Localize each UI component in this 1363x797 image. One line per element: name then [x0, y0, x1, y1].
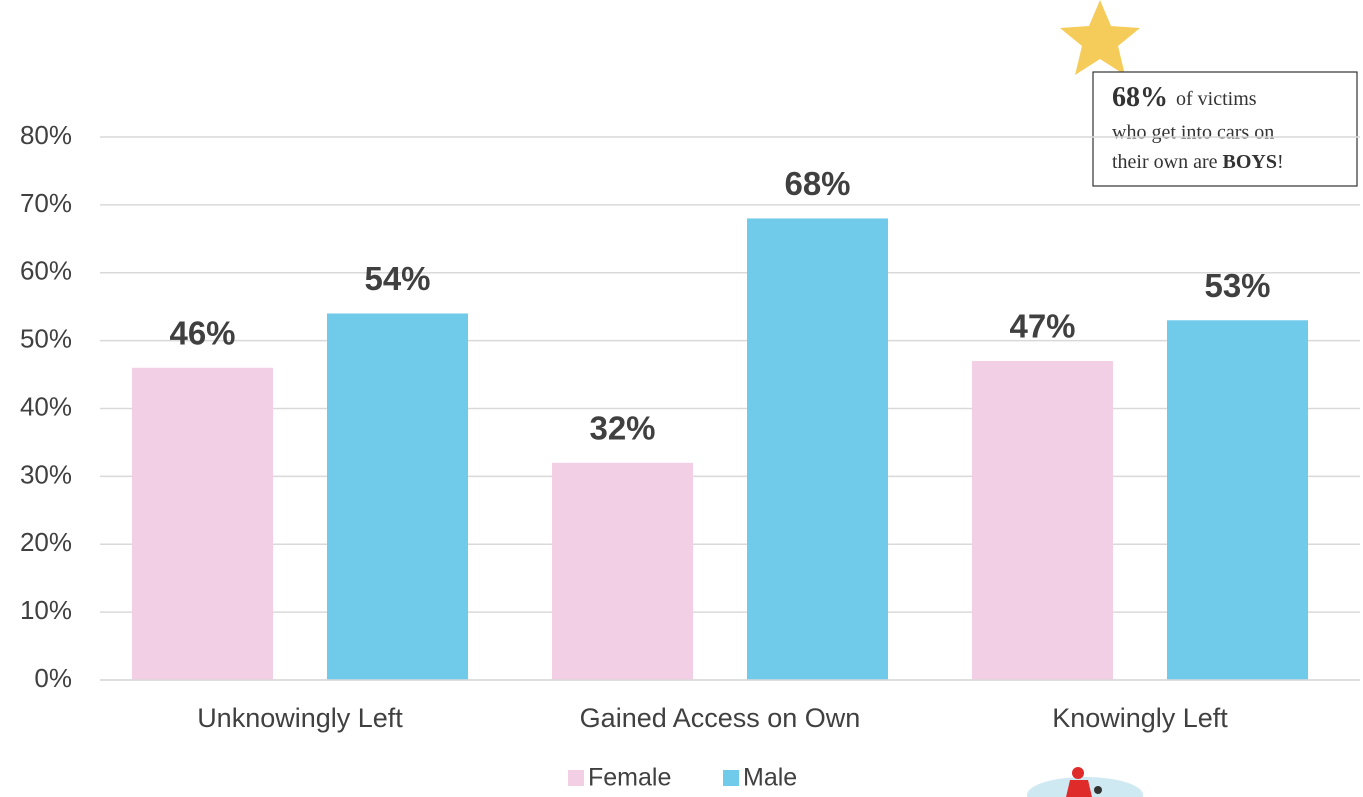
value-label: 68%	[784, 165, 850, 202]
bar	[747, 218, 888, 680]
legend-label: Male	[743, 764, 797, 792]
legend-swatch	[723, 770, 739, 786]
y-tick-label: 10%	[20, 595, 72, 625]
annotation-line: who get into cars on	[1112, 122, 1274, 144]
annotation-text: of victims	[1176, 88, 1257, 110]
bar	[552, 462, 693, 680]
value-label: 54%	[364, 260, 430, 297]
bar	[327, 313, 468, 680]
legend-swatch	[568, 770, 584, 786]
y-tick-label: 20%	[20, 527, 72, 557]
car-icon	[1027, 767, 1143, 797]
y-tick-label: 30%	[20, 459, 72, 489]
annotation-box	[1092, 71, 1358, 187]
annotation-emphasis: BOYS	[1223, 151, 1277, 173]
x-tick-label: Knowingly Left	[1052, 703, 1228, 733]
star-icon	[1060, 0, 1140, 75]
annotation-line: 68% of victims	[1112, 82, 1257, 113]
bar	[972, 360, 1113, 680]
x-tick-label: Unknowingly Left	[197, 703, 403, 733]
annotation-text: their own are	[1112, 151, 1218, 173]
annotation-line: their own are BOYS!	[1112, 151, 1284, 173]
bar	[132, 367, 273, 680]
y-tick-label: 80%	[20, 120, 72, 150]
x-tick-label: Gained Access on Own	[580, 703, 861, 733]
value-label: 47%	[1009, 308, 1075, 345]
y-tick-label: 60%	[20, 256, 72, 286]
value-label: 46%	[169, 314, 235, 351]
y-tick-label: 50%	[20, 324, 72, 354]
y-tick-label: 70%	[20, 188, 72, 218]
y-tick-label: 40%	[20, 391, 72, 421]
annotation-highlight: 68%	[1112, 82, 1168, 113]
value-label: 53%	[1204, 267, 1270, 304]
annotation-end: !	[1277, 151, 1284, 173]
bar	[1167, 320, 1308, 680]
y-tick-label: 0%	[34, 663, 72, 693]
value-label: 32%	[589, 410, 655, 447]
legend-label: Female	[588, 764, 671, 792]
